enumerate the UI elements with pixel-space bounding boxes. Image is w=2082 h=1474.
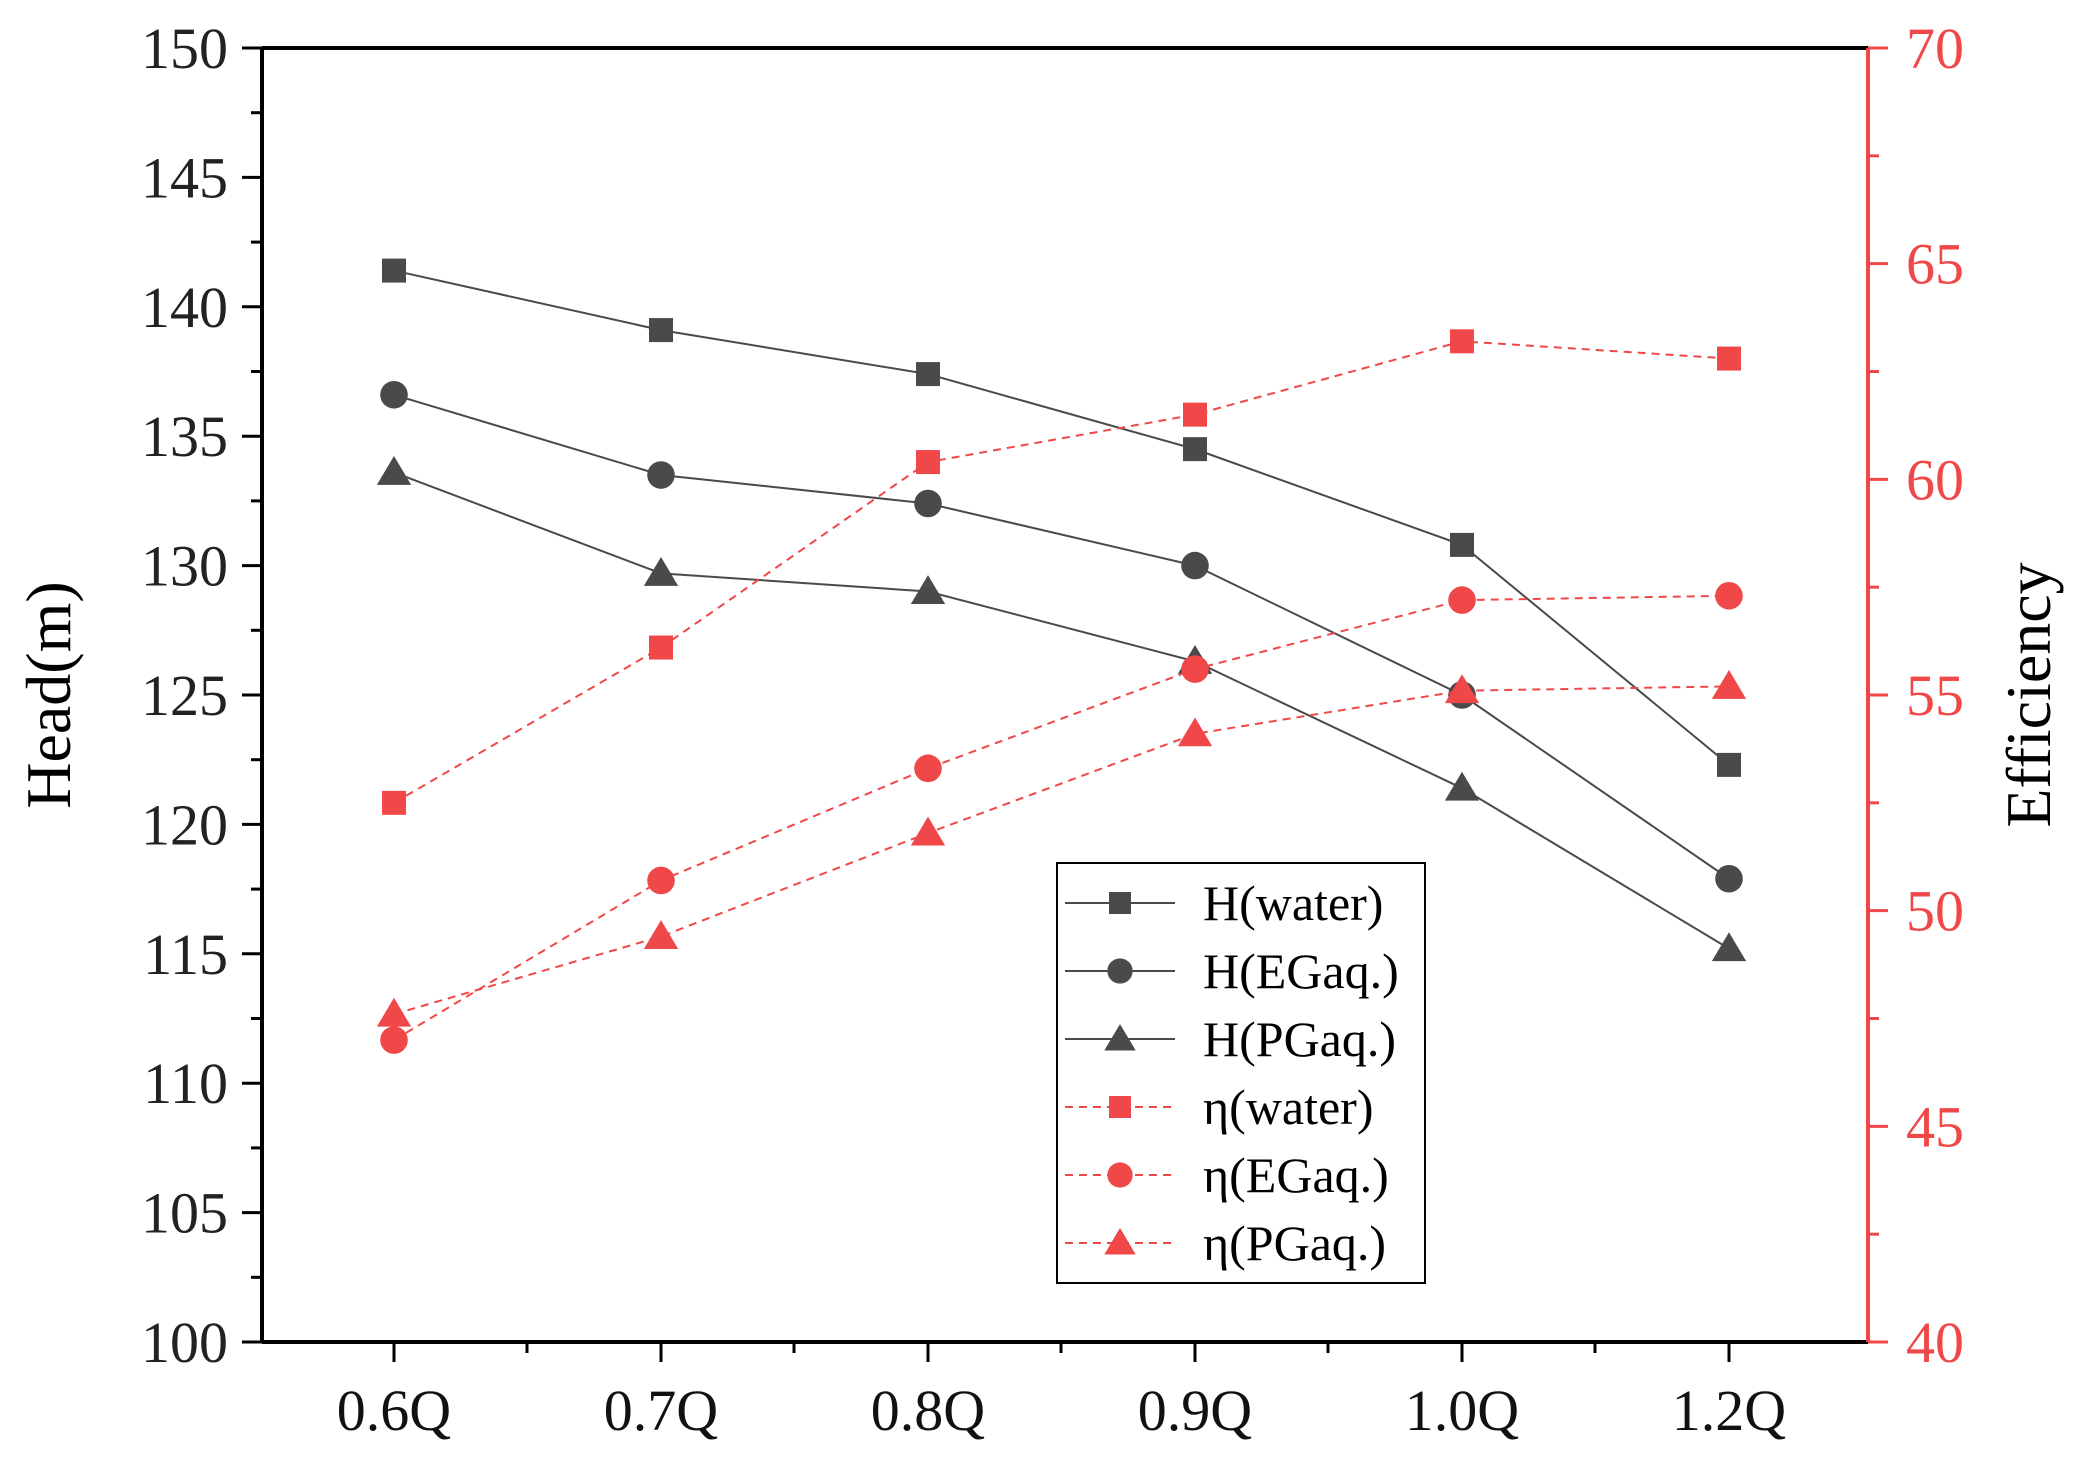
data-point bbox=[382, 258, 406, 283]
legend-label: H(EGaq.) bbox=[1203, 943, 1399, 999]
series-line bbox=[393, 393, 1730, 880]
series-line bbox=[393, 269, 1730, 766]
data-point bbox=[1177, 717, 1213, 747]
y-left-tick-label: 130 bbox=[141, 534, 228, 599]
legend-marker bbox=[1109, 1096, 1131, 1118]
y-right-tick-label: 65 bbox=[1906, 232, 1964, 297]
data-point bbox=[1183, 437, 1207, 462]
legend-label: η(EGaq.) bbox=[1203, 1147, 1389, 1203]
data-point bbox=[1181, 655, 1209, 683]
y-left-tick-label: 100 bbox=[141, 1310, 228, 1375]
x-tick-label: 0.9Q bbox=[1138, 1378, 1252, 1443]
data-point bbox=[376, 456, 412, 485]
y-right-tick-label: 40 bbox=[1906, 1310, 1964, 1375]
data-point bbox=[647, 461, 675, 489]
y-left-tick-label: 135 bbox=[141, 404, 228, 469]
data-point bbox=[647, 866, 675, 895]
data-point bbox=[1444, 674, 1480, 704]
data-point bbox=[1711, 932, 1747, 962]
data-point bbox=[1715, 864, 1743, 893]
data-point bbox=[649, 635, 673, 660]
y-left-tick-label: 140 bbox=[141, 275, 228, 340]
data-point bbox=[914, 754, 942, 783]
legend-marker bbox=[1107, 958, 1133, 984]
series-line bbox=[393, 685, 1730, 1016]
y-left-tick-label: 145 bbox=[141, 145, 228, 210]
legend-marker bbox=[1104, 1227, 1136, 1255]
data-point bbox=[1183, 402, 1207, 427]
legend-marker bbox=[1109, 892, 1131, 914]
data-point bbox=[1450, 329, 1474, 354]
x-tick-label: 0.8Q bbox=[871, 1378, 985, 1443]
y-right-axis-title: Efficiency bbox=[1993, 562, 2064, 827]
data-point bbox=[1717, 752, 1741, 777]
series-group bbox=[376, 258, 1747, 1054]
x-tick-label: 0.6Q bbox=[337, 1378, 451, 1443]
legend-label: H(PGaq.) bbox=[1203, 1011, 1396, 1067]
y-left-tick-label: 125 bbox=[141, 663, 228, 728]
data-point bbox=[380, 380, 408, 409]
y-left-tick-label: 110 bbox=[143, 1051, 228, 1116]
legend-label: η(water) bbox=[1203, 1079, 1373, 1135]
legend-box bbox=[1056, 862, 1426, 1284]
data-point bbox=[910, 575, 946, 604]
series-η(EGaq.) bbox=[380, 581, 1743, 1054]
data-point bbox=[916, 362, 940, 387]
series-η(water) bbox=[382, 329, 1741, 815]
data-point bbox=[380, 1026, 408, 1054]
series-H(water) bbox=[382, 258, 1741, 777]
data-point bbox=[916, 450, 940, 475]
data-point bbox=[1450, 532, 1474, 557]
y-left-tick-label: 105 bbox=[141, 1181, 228, 1246]
data-point bbox=[1444, 771, 1480, 801]
data-point bbox=[376, 997, 412, 1027]
data-point bbox=[382, 790, 406, 815]
data-point bbox=[1715, 581, 1743, 610]
data-point bbox=[914, 489, 942, 518]
data-point bbox=[643, 920, 679, 950]
y-right-tick-label: 45 bbox=[1906, 1094, 1964, 1159]
legend-label: η(PGaq.) bbox=[1203, 1215, 1386, 1271]
series-line bbox=[393, 340, 1730, 804]
x-tick-label: 1.0Q bbox=[1405, 1378, 1519, 1443]
data-point bbox=[1448, 586, 1476, 614]
series-line bbox=[393, 471, 1730, 950]
series-line bbox=[393, 594, 1730, 1041]
data-point bbox=[643, 556, 679, 586]
y-left-tick-label: 115 bbox=[143, 922, 228, 987]
data-point bbox=[1717, 346, 1741, 371]
data-point bbox=[910, 816, 946, 846]
data-point bbox=[649, 318, 673, 343]
y-left-tick-label: 120 bbox=[141, 792, 228, 857]
legend: H(water) H(EGaq.) H(PGaq.) η(water) η(EGaq.)… bbox=[1056, 862, 1426, 1284]
y-right-tick-label: 60 bbox=[1906, 447, 1964, 512]
axes: 100 105 110 115 120 125 130 135 140 145 150 40 45 50 5… bbox=[13, 16, 2064, 1443]
y-left-tick-label: 150 bbox=[141, 16, 228, 81]
data-point bbox=[1711, 669, 1747, 699]
series-H(EGaq.) bbox=[380, 380, 1743, 893]
y-left-axis-title: Head(m) bbox=[13, 581, 84, 808]
x-tick-label: 0.7Q bbox=[604, 1378, 718, 1443]
legend-marker bbox=[1104, 1023, 1136, 1051]
x-tick-label: 1.2Q bbox=[1672, 1378, 1786, 1443]
y-right-tick-label: 70 bbox=[1906, 16, 1964, 81]
y-right-tick-label: 50 bbox=[1906, 879, 1964, 944]
series-η(PGaq.) bbox=[376, 669, 1747, 1027]
y-right-tick-label: 55 bbox=[1906, 663, 1964, 728]
legend-marker bbox=[1107, 1162, 1133, 1188]
legend-label: H(water) bbox=[1203, 875, 1383, 931]
data-point bbox=[1181, 551, 1209, 580]
